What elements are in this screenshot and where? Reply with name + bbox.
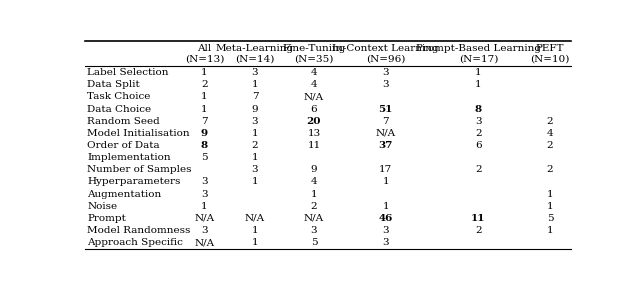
Text: Model Initialisation: Model Initialisation [88, 129, 190, 138]
Text: 3: 3 [310, 226, 317, 235]
Text: 4: 4 [310, 177, 317, 187]
Text: Task Choice: Task Choice [88, 92, 151, 101]
Text: 6: 6 [475, 141, 482, 150]
Text: 7: 7 [252, 92, 259, 101]
Text: 4: 4 [310, 80, 317, 89]
Text: 3: 3 [252, 68, 259, 77]
Text: Data Split: Data Split [88, 80, 140, 89]
Text: 1: 1 [201, 92, 208, 101]
Text: 3: 3 [201, 226, 208, 235]
Text: Implementation: Implementation [88, 153, 171, 162]
Text: Number of Samples: Number of Samples [88, 165, 192, 174]
Text: 1: 1 [252, 80, 259, 89]
Text: 51: 51 [378, 104, 393, 114]
Text: 3: 3 [252, 117, 259, 126]
Text: 1: 1 [201, 202, 208, 211]
Text: Random Seed: Random Seed [88, 117, 160, 126]
Text: 7: 7 [201, 117, 208, 126]
Text: 2: 2 [475, 129, 482, 138]
Text: 3: 3 [201, 190, 208, 199]
Text: 1: 1 [252, 177, 259, 187]
Text: N/A: N/A [195, 238, 214, 247]
Text: N/A: N/A [245, 214, 265, 223]
Text: All
(N=13): All (N=13) [185, 44, 224, 63]
Text: 1: 1 [252, 153, 259, 162]
Text: Augmentation: Augmentation [88, 190, 162, 199]
Text: 9: 9 [201, 129, 208, 138]
Text: 5: 5 [201, 153, 208, 162]
Text: 1: 1 [475, 68, 482, 77]
Text: Fine-Tuning
(N=35): Fine-Tuning (N=35) [282, 44, 346, 63]
Text: 1: 1 [382, 202, 389, 211]
Text: 1: 1 [201, 68, 208, 77]
Text: 1: 1 [547, 226, 553, 235]
Text: Prompt: Prompt [88, 214, 126, 223]
Text: Data Choice: Data Choice [88, 104, 152, 114]
Text: 11: 11 [307, 141, 321, 150]
Text: 3: 3 [475, 117, 482, 126]
Text: Prompt-Based Learning
(N=17): Prompt-Based Learning (N=17) [416, 44, 541, 63]
Text: 17: 17 [379, 165, 392, 174]
Text: 37: 37 [378, 141, 393, 150]
Text: Hyperparameters: Hyperparameters [88, 177, 181, 187]
Text: 3: 3 [382, 80, 389, 89]
Text: 9: 9 [310, 165, 317, 174]
Text: Noise: Noise [88, 202, 118, 211]
Text: 2: 2 [310, 202, 317, 211]
Text: N/A: N/A [304, 92, 324, 101]
Text: 3: 3 [252, 165, 259, 174]
Text: 46: 46 [378, 214, 393, 223]
Text: 9: 9 [252, 104, 259, 114]
Text: 2: 2 [547, 117, 553, 126]
Text: 1: 1 [547, 202, 553, 211]
Text: N/A: N/A [304, 214, 324, 223]
Text: Model Randomness: Model Randomness [88, 226, 191, 235]
Text: 2: 2 [201, 80, 208, 89]
Text: 5: 5 [547, 214, 553, 223]
Text: 1: 1 [201, 104, 208, 114]
Text: 2: 2 [475, 165, 482, 174]
Text: 5: 5 [310, 238, 317, 247]
Text: 1: 1 [382, 177, 389, 187]
Text: 1: 1 [310, 190, 317, 199]
Text: 3: 3 [382, 226, 389, 235]
Text: 4: 4 [547, 129, 553, 138]
Text: 1: 1 [547, 190, 553, 199]
Text: 2: 2 [547, 141, 553, 150]
Text: 1: 1 [252, 226, 259, 235]
Text: 11: 11 [471, 214, 486, 223]
Text: 2: 2 [475, 226, 482, 235]
Text: In-Context Learning
(N=96): In-Context Learning (N=96) [332, 44, 439, 63]
Text: Approach Specific: Approach Specific [88, 238, 183, 247]
Text: 2: 2 [252, 141, 259, 150]
Text: Order of Data: Order of Data [88, 141, 160, 150]
Text: Label Selection: Label Selection [88, 68, 169, 77]
Text: 7: 7 [382, 117, 389, 126]
Text: 20: 20 [307, 117, 321, 126]
Text: 1: 1 [252, 129, 259, 138]
Text: 8: 8 [201, 141, 208, 150]
Text: Meta-Learning
(N=14): Meta-Learning (N=14) [216, 44, 294, 63]
Text: 1: 1 [475, 80, 482, 89]
Text: 1: 1 [252, 238, 259, 247]
Text: PEFT
(N=10): PEFT (N=10) [531, 44, 570, 63]
Text: 13: 13 [307, 129, 321, 138]
Text: 4: 4 [310, 68, 317, 77]
Text: 6: 6 [310, 104, 317, 114]
Text: N/A: N/A [195, 214, 214, 223]
Text: 8: 8 [475, 104, 482, 114]
Text: N/A: N/A [376, 129, 396, 138]
Text: 3: 3 [382, 68, 389, 77]
Text: 2: 2 [547, 165, 553, 174]
Text: 3: 3 [382, 238, 389, 247]
Text: 3: 3 [201, 177, 208, 187]
